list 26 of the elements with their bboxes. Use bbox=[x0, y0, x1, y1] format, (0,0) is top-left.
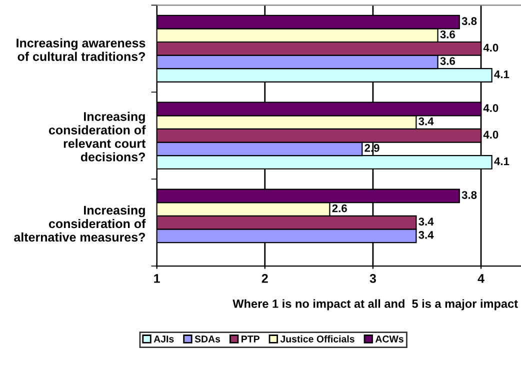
data-label: 4.0 bbox=[483, 130, 498, 139]
x-tick-label: 1 bbox=[154, 274, 160, 283]
y-tick-label: Increasing awareness of cultural traditions? bbox=[16, 38, 146, 61]
x-tick-label: 4 bbox=[478, 274, 484, 283]
y-tick-label: Increasing consideration of alternative measures? bbox=[14, 205, 146, 242]
data-label: 3.4 bbox=[418, 230, 434, 239]
data-label: 3.6 bbox=[440, 30, 455, 38]
legend-label: Justice Officials bbox=[280, 335, 354, 342]
data-label: 3.8 bbox=[462, 191, 477, 199]
data-label: 4.0 bbox=[483, 104, 498, 112]
y-tick-label: Increasing consideration of relevant court decisions? bbox=[48, 112, 146, 162]
legend-label: AJIs bbox=[154, 336, 174, 342]
data-label: 3.8 bbox=[462, 17, 477, 26]
legend-label: PTP bbox=[242, 336, 260, 342]
data-label: 2.6 bbox=[332, 204, 347, 212]
data-label: 3.6 bbox=[440, 57, 455, 65]
legend-label: ACWs bbox=[375, 336, 404, 342]
x-axis-title: Where 1 is no impact at all and 5 is a major impact bbox=[232, 299, 518, 310]
data-label: 3.4 bbox=[418, 117, 434, 126]
data-label: 4.0 bbox=[483, 44, 498, 52]
data-label: 4.1 bbox=[494, 70, 510, 78]
legend-label: SDAs bbox=[194, 336, 220, 342]
x-tick-label: 2 bbox=[262, 274, 268, 283]
data-label: 3.4 bbox=[418, 218, 434, 226]
data-label: 4.1 bbox=[494, 157, 510, 166]
x-tick-label: 3 bbox=[370, 274, 376, 283]
